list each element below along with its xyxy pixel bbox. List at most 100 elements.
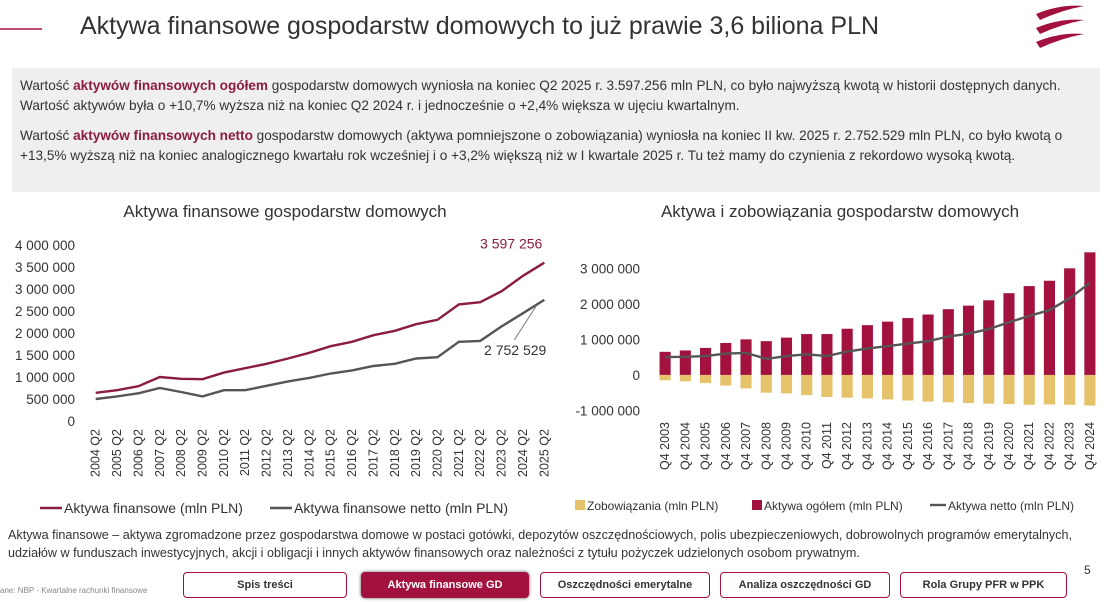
bar — [780, 374, 793, 394]
x-tick-label: 2024 Q2 — [516, 429, 530, 477]
y-tick-label: 3 000 000 — [580, 261, 640, 276]
bar — [1084, 252, 1096, 375]
legend-label: Aktywa finansowe (mln PLN) — [64, 500, 243, 516]
x-tick-label: Q4 2024 — [1083, 422, 1097, 470]
bar — [1084, 374, 1096, 406]
x-tick-label: 2014 Q2 — [302, 429, 316, 477]
summary-box: Wartość aktywów finansowych ogółem gospo… — [12, 68, 1100, 192]
legend-label: Zobowiązania (mln PLN) — [587, 499, 718, 513]
y-tick-label: 2 000 000 — [580, 297, 640, 312]
x-tick-label: Q4 2008 — [759, 422, 773, 470]
bar — [983, 300, 995, 375]
leader-line — [513, 305, 537, 341]
text: gospodarstw domowych (aktywa pomniejszon… — [20, 128, 1063, 163]
text: gospodarstw domowych wyniosła na koniec … — [20, 78, 1061, 113]
footnote: Aktywa finansowe – aktywa zgromadzone pr… — [8, 528, 1072, 560]
bar — [861, 374, 873, 399]
x-tick-label: 2010 Q2 — [217, 429, 231, 477]
bold-text: aktywów finansowych netto — [73, 128, 253, 143]
y-tick-label: -1 000 000 — [575, 403, 640, 418]
bar — [760, 374, 772, 393]
chart-title: Aktywa finansowe gospodarstw domowych — [123, 202, 446, 221]
legend-swatch — [575, 500, 585, 510]
legend-swatch — [752, 500, 762, 510]
x-tick-label: 2025 Q2 — [537, 429, 551, 477]
bar — [679, 350, 691, 375]
x-tick-label: 2005 Q2 — [110, 429, 124, 477]
bar — [983, 374, 995, 404]
source: ane: NBP - Kwartalne rachunki finansowe — [0, 586, 148, 595]
nav-button[interactable]: Analiza oszczędności GD — [720, 572, 890, 598]
x-tick-label: Q4 2005 — [699, 422, 713, 470]
bar — [700, 347, 712, 375]
x-tick-label: Q4 2010 — [800, 422, 814, 470]
bar — [861, 325, 873, 375]
bar — [922, 314, 934, 375]
legend-label: Aktywa ogółem (mln PLN) — [764, 499, 903, 513]
y-tick-label: 3 000 000 — [15, 282, 75, 297]
bar — [841, 374, 853, 398]
legend-label: Aktywa finansowe netto (mln PLN) — [294, 500, 508, 516]
bar — [1043, 280, 1055, 375]
x-tick-label: Q4 2004 — [678, 422, 692, 470]
y-tick-label: 500 000 — [26, 392, 75, 407]
nav-button[interactable]: Spis treści — [183, 572, 347, 598]
nav-button[interactable]: Rola Grupy PFR w PPK — [900, 572, 1067, 598]
bar — [801, 374, 813, 396]
bar — [740, 374, 752, 389]
paragraph: Wartość aktywów finansowych ogółem gospo… — [20, 76, 1092, 116]
bar — [700, 374, 712, 384]
x-tick-label: Q4 2015 — [901, 422, 915, 470]
x-tick-label: Q4 2023 — [1063, 422, 1077, 470]
x-tick-label: Q4 2020 — [1002, 422, 1016, 470]
x-tick-label: 2011 Q2 — [238, 429, 252, 476]
x-tick-label: 2015 Q2 — [324, 429, 338, 477]
bar — [1043, 374, 1055, 405]
x-tick-label: 2018 Q2 — [388, 429, 402, 477]
y-tick-label: 1 000 000 — [580, 332, 640, 347]
bar — [1064, 374, 1076, 405]
bar — [740, 339, 752, 375]
x-tick-label: 2022 Q2 — [473, 429, 487, 477]
x-tick-label: Q4 2011 — [820, 422, 834, 469]
x-tick-label: Q4 2022 — [1042, 422, 1056, 470]
bar — [902, 374, 914, 401]
bar — [821, 374, 833, 397]
x-tick-label: Q4 2014 — [881, 422, 895, 470]
line — [665, 281, 1091, 361]
x-tick-label: Q4 2016 — [921, 422, 935, 470]
nav-button[interactable]: Aktywa finansowe GD — [361, 572, 529, 598]
y-tick-label: 2 000 000 — [15, 326, 75, 341]
y-tick-label: 1 000 000 — [15, 370, 75, 385]
bar — [962, 305, 975, 375]
text: Wartość — [20, 78, 74, 93]
x-tick-label: Q4 2009 — [779, 422, 793, 470]
x-tick-label: 2023 Q2 — [495, 429, 509, 477]
bar — [720, 342, 732, 375]
nav-button[interactable]: Oszczędności emerytalne — [540, 572, 710, 598]
bar — [821, 334, 833, 375]
bar — [942, 374, 954, 403]
x-tick-label: Q4 2021 — [1022, 422, 1036, 470]
bar — [659, 374, 671, 381]
bar — [882, 374, 894, 400]
logo — [1036, 5, 1084, 48]
bar — [922, 374, 934, 402]
x-tick-label: 2017 Q2 — [366, 429, 380, 477]
data-label: 2 752 529 — [484, 342, 546, 358]
bar — [1003, 374, 1015, 405]
y-tick-label: 4 000 000 — [15, 238, 75, 253]
x-tick-label: 2006 Q2 — [131, 429, 145, 477]
bar — [659, 351, 671, 375]
x-tick-label: Q4 2003 — [658, 422, 672, 470]
bar — [1003, 293, 1015, 375]
x-tick-label: 2019 Q2 — [409, 429, 423, 477]
y-tick-label: 3 500 000 — [15, 260, 75, 275]
x-tick-label: Q4 2018 — [962, 422, 976, 470]
line — [95, 298, 545, 401]
x-tick-label: 2020 Q2 — [431, 429, 445, 477]
page-number: 5 — [1084, 563, 1091, 577]
x-tick-label: 2007 Q2 — [153, 429, 167, 477]
